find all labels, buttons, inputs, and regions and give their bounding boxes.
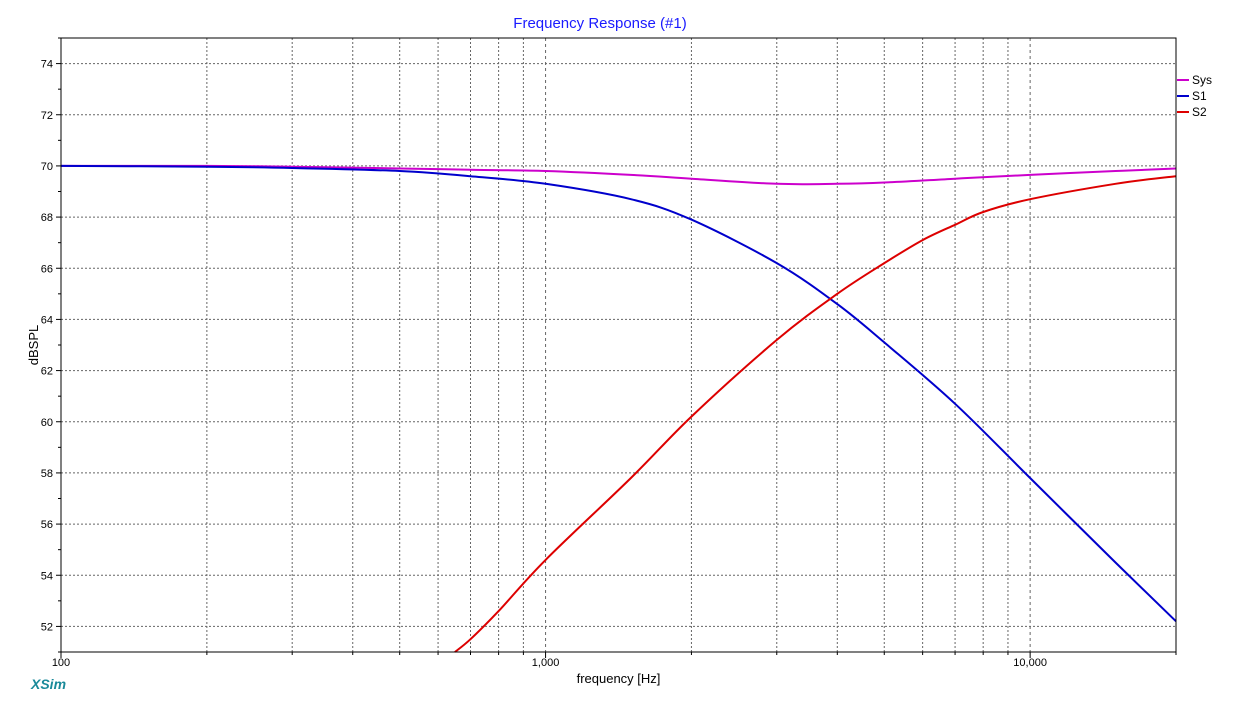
- series-line-s1: [60, 164, 1177, 623]
- y-tick-label: 68: [41, 212, 53, 224]
- grid: [61, 38, 1176, 652]
- y-tick-label: 62: [41, 366, 53, 378]
- x-tick-label: 100: [52, 657, 70, 669]
- y-tick-label: 72: [41, 110, 53, 122]
- xsim-brand-label: XSim: [30, 676, 66, 692]
- x-axis-ticks: 100 1,000 10,000: [52, 652, 1177, 669]
- legend-label-s1: S1: [1192, 89, 1207, 103]
- y-tick-label: 52: [41, 621, 53, 633]
- series-line-s2: [454, 175, 1177, 653]
- y-axis-ticks: 52 54 56 58 60 62 64 66 68 70 72 74: [41, 37, 61, 653]
- series-line-sys: [60, 164, 1177, 186]
- y-tick-label: 70: [41, 161, 53, 173]
- y-tick-label: 54: [41, 570, 53, 582]
- y-tick-label: 56: [41, 519, 53, 531]
- y-tick-label: 58: [41, 468, 53, 480]
- chart-title: Frequency Response (#1): [513, 15, 686, 32]
- y-tick-label: 66: [41, 263, 53, 275]
- y-tick-label: 64: [41, 314, 53, 326]
- series-lines: [60, 164, 1177, 653]
- plot-frame: [60, 37, 1177, 653]
- y-tick-label: 60: [41, 417, 53, 429]
- legend-label-sys: Sys: [1192, 73, 1212, 87]
- legend: Sys S1 S2: [1177, 73, 1212, 119]
- y-tick-label: 74: [41, 59, 53, 71]
- x-axis-label: frequency [Hz]: [577, 671, 661, 686]
- y-axis-label: dBSPL: [26, 325, 41, 365]
- legend-label-s2: S2: [1192, 105, 1207, 119]
- x-tick-label: 10,000: [1013, 657, 1047, 669]
- x-tick-label: 1,000: [532, 657, 560, 669]
